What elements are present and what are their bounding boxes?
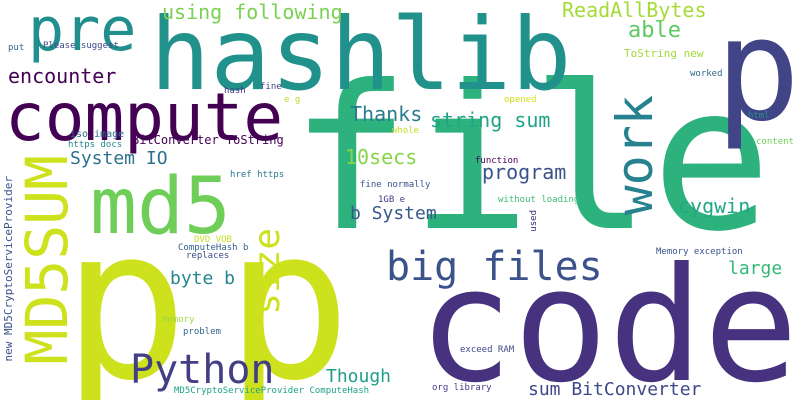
word-problem: problem [183, 327, 221, 337]
word-opened: opened [504, 95, 537, 105]
word-iso-image: iso image [70, 129, 125, 140]
word-https-docs: https docs [68, 140, 123, 150]
word-thanks: Thanks [350, 102, 423, 126]
word-new-md5cryptoserviceprovider: new MD5CryptoServiceProvider [2, 176, 15, 362]
word-large: large [728, 258, 783, 279]
word-p-large-center: p [225, 182, 352, 400]
word-tostring-new: ToString new [624, 47, 704, 60]
word-10secs: 10secs [345, 145, 418, 169]
word-replaces: replaces [186, 251, 230, 261]
word-p-large-left: p [62, 182, 189, 400]
word-encounter: encounter [8, 64, 117, 88]
word-worked: worked [690, 69, 723, 79]
word-byte-b: byte b [170, 268, 236, 289]
word-python: Python [130, 347, 275, 393]
word-hashlib: hashlib [150, 0, 572, 113]
word-file: file [290, 43, 772, 276]
word-exceed-ram: exceed RAM [460, 345, 515, 355]
word-memory: Memory [162, 315, 195, 325]
word-please-suggest: Please suggest [43, 41, 119, 51]
word-hash: hash [224, 86, 246, 96]
word-sum-bitconverter: sum BitConverter [528, 379, 702, 400]
word-fine-normally: fine normally [360, 180, 431, 190]
word-size: size [247, 228, 288, 315]
word-href-https: href https [230, 170, 285, 180]
word-md5: md5 [90, 162, 231, 252]
word-without-loading: without loading [498, 195, 580, 205]
word-b-system: b System [350, 203, 437, 224]
word-fine-upper: fine [260, 82, 282, 92]
word-compute: compute [5, 79, 284, 156]
word-though: Though [326, 366, 392, 387]
word-content: content [756, 137, 794, 147]
word-memory-exception: Memory exception [656, 247, 743, 257]
word-org-library: org library [432, 383, 492, 393]
word-1gb-e: 1GB e [378, 195, 406, 205]
word-using-following: using following [162, 0, 343, 24]
word-able: able [628, 18, 681, 43]
word-whole: whole [392, 126, 420, 136]
word-string-sum: string sum [430, 108, 551, 132]
word-e-g: e g [284, 95, 301, 105]
word-html: html [748, 111, 770, 121]
word-system-io: System IO [70, 148, 168, 169]
word-dvd-vob: DVD VOB [194, 235, 232, 245]
word-readallbytes: ReadAllBytes [562, 0, 707, 22]
word-put: put [8, 43, 25, 53]
word-computehash-b: ComputeHash b [178, 243, 249, 253]
word-md5cryptoserviceprovider-computehash: MD5CryptoServiceProvider ComputeHash [174, 386, 370, 396]
word-used: used [529, 210, 539, 232]
word-p-top-right: p [715, 0, 800, 153]
word-program: program [482, 160, 567, 184]
word-bitconverter-tostring: BitConverter ToString [132, 133, 284, 147]
word-function: function [475, 156, 519, 166]
word-work: work [606, 95, 664, 216]
word-md5sum: MD5SUM [13, 155, 81, 365]
word-big-files: big files [386, 244, 603, 290]
word-code: code [418, 234, 799, 400]
word-cygwin: cygwin [678, 194, 751, 218]
word-pre: pre [28, 0, 137, 65]
